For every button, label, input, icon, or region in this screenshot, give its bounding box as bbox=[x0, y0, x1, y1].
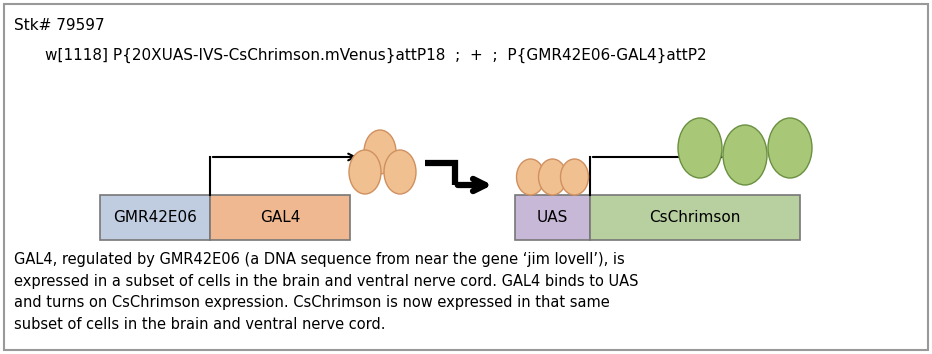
Ellipse shape bbox=[723, 125, 767, 185]
Ellipse shape bbox=[539, 159, 567, 195]
Ellipse shape bbox=[384, 150, 416, 194]
Ellipse shape bbox=[560, 159, 588, 195]
Bar bbox=[100, 195, 210, 240]
Ellipse shape bbox=[349, 150, 381, 194]
Ellipse shape bbox=[678, 118, 722, 178]
Bar bbox=[210, 195, 350, 240]
Ellipse shape bbox=[768, 118, 812, 178]
Text: Stk# 79597: Stk# 79597 bbox=[14, 18, 104, 33]
Text: w[1118] P{20XUAS-IVS-CsChrimson.mVenus}attP18  ;  +  ;  P{GMR42E06-GAL4}attP2: w[1118] P{20XUAS-IVS-CsChrimson.mVenus}a… bbox=[45, 48, 706, 63]
Text: UAS: UAS bbox=[537, 210, 569, 225]
Ellipse shape bbox=[516, 159, 544, 195]
Bar bbox=[515, 195, 590, 240]
Text: GAL4: GAL4 bbox=[260, 210, 300, 225]
Text: GAL4, regulated by GMR42E06 (a DNA sequence from near the gene ‘jim lovell’), is: GAL4, regulated by GMR42E06 (a DNA seque… bbox=[14, 252, 638, 332]
Text: GMR42E06: GMR42E06 bbox=[113, 210, 197, 225]
Bar bbox=[590, 195, 800, 240]
Ellipse shape bbox=[364, 130, 396, 174]
Text: CsChrimson: CsChrimson bbox=[650, 210, 741, 225]
